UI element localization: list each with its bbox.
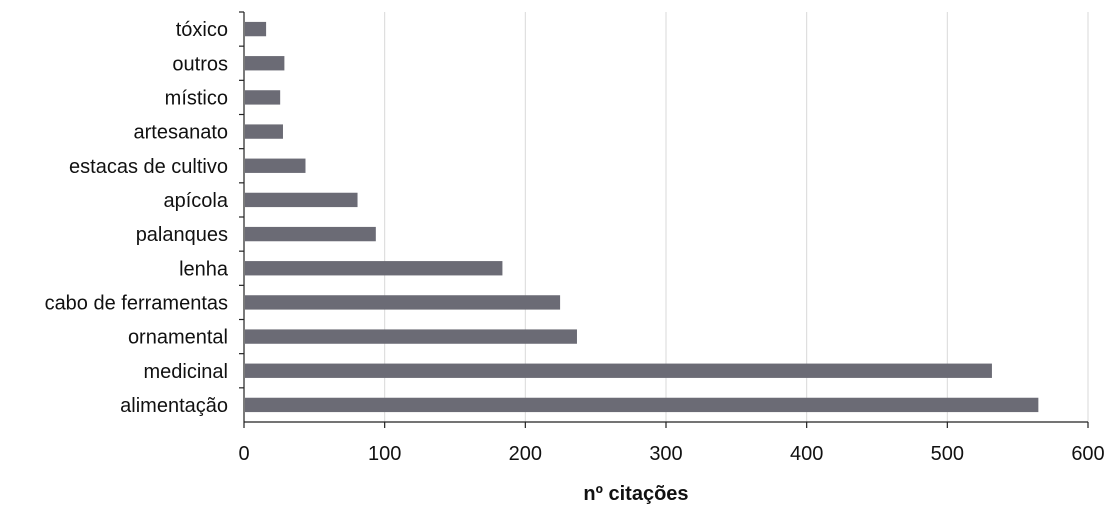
category-label: lenha <box>179 258 229 280</box>
x-tick-label: 300 <box>649 443 682 465</box>
bar <box>245 158 306 173</box>
x-tick-label: 500 <box>931 443 964 465</box>
bar <box>245 90 281 105</box>
category-label: cabo de ferramentas <box>45 292 228 314</box>
bar <box>245 21 267 37</box>
category-label: medicinal <box>144 361 228 383</box>
category-label: alimentação <box>120 395 228 417</box>
bar <box>245 124 283 139</box>
bar <box>245 56 285 71</box>
x-tick-labels: 0 100 200 300 400 500 600 <box>238 443 1104 465</box>
bar <box>245 329 577 344</box>
category-label: outros <box>172 53 228 75</box>
category-label: estacas de cultivo <box>69 156 228 178</box>
category-label: místico <box>165 87 228 109</box>
bar <box>245 397 1039 413</box>
category-label: palanques <box>136 224 228 246</box>
bar <box>245 295 561 310</box>
bar <box>245 192 358 208</box>
category-labels: tóxico outros místico artesanato estacas de … <box>45 19 229 417</box>
x-axis-title: nº citações <box>583 483 688 505</box>
axes <box>239 11 1089 428</box>
category-label: apícola <box>164 190 229 212</box>
category-label: tóxico <box>176 19 228 41</box>
category-label: ornamental <box>128 327 228 349</box>
category-label: artesanato <box>133 122 228 144</box>
x-tick-label: 600 <box>1071 443 1104 465</box>
x-tick-label: 100 <box>368 443 401 465</box>
bars <box>245 21 1039 413</box>
x-tick-label: 0 <box>238 443 249 465</box>
bar <box>245 363 992 378</box>
bar <box>245 226 376 242</box>
grid-lines <box>384 12 1089 422</box>
x-tick-label: 200 <box>509 443 542 465</box>
bar <box>245 261 503 276</box>
x-tick-label: 400 <box>790 443 823 465</box>
